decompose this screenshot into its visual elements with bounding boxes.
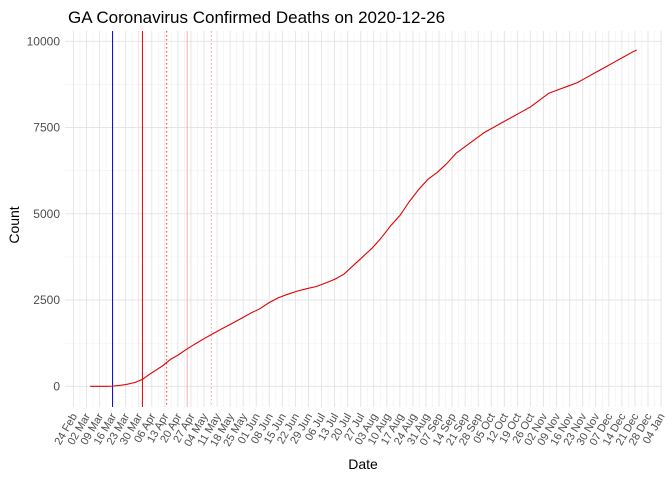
- series-layer: [90, 49, 638, 387]
- x-axis-title: Date: [348, 456, 378, 472]
- y-tick-label: 2500: [33, 293, 60, 307]
- series-line-confirmed-deaths: [90, 49, 638, 387]
- reference-lines: [112, 31, 212, 407]
- y-tick-label: 5000: [33, 207, 60, 221]
- y-tick-label: 7500: [33, 121, 60, 135]
- major-grid: [65, 31, 662, 407]
- y-axis-ticks: 0 2500 5000 7500 10000: [27, 34, 61, 393]
- minor-grid: [65, 31, 662, 407]
- y-tick-label: 0: [53, 379, 60, 393]
- chart-title: GA Coronavirus Confirmed Deaths on 2020-…: [68, 8, 445, 27]
- y-tick-label: 10000: [27, 34, 61, 48]
- y-axis-title: Count: [6, 206, 22, 243]
